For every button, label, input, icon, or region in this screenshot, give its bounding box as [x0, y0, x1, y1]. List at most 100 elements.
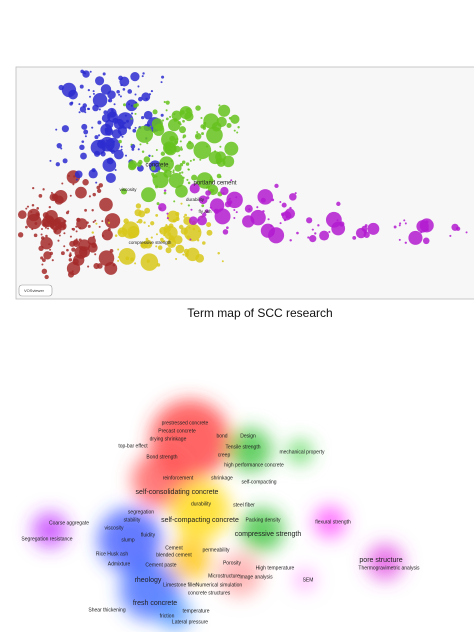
- term-node: [117, 248, 120, 251]
- term-node: [186, 178, 189, 181]
- density-label: top-bar effect: [118, 443, 148, 449]
- term-node: [107, 90, 116, 99]
- term-node: [107, 144, 110, 147]
- term-node: [134, 112, 137, 115]
- density-label: stability: [124, 517, 141, 523]
- term-node: [179, 126, 186, 134]
- term-node: [97, 263, 103, 269]
- term-node: [179, 140, 182, 143]
- term-node: [143, 239, 153, 249]
- term-node: [44, 274, 49, 280]
- term-node: [150, 221, 155, 226]
- term-node: [82, 70, 90, 78]
- term-node: [157, 170, 160, 173]
- term-node: [194, 133, 202, 140]
- term-node: [42, 188, 45, 191]
- term-node: [404, 241, 407, 244]
- term-node: [206, 222, 212, 228]
- term-node: [449, 234, 452, 237]
- term-node: [118, 247, 136, 265]
- term-node: [147, 225, 150, 228]
- term-node: [307, 236, 310, 239]
- term-node: [205, 186, 208, 189]
- term-node: [336, 201, 341, 207]
- density-label: drying shrinkage: [150, 436, 187, 442]
- term-node: [41, 268, 48, 274]
- term-node: [163, 100, 166, 104]
- term-node: [124, 114, 127, 117]
- term-node: [124, 154, 127, 157]
- density-label: reinforcement: [163, 475, 194, 481]
- term-node: [157, 245, 163, 250]
- term-node: [195, 105, 201, 111]
- term-node: [72, 227, 76, 231]
- term-node: [87, 224, 91, 228]
- term-node: [114, 234, 118, 237]
- term-node: [63, 232, 66, 235]
- term-node: [398, 224, 401, 227]
- term-node: [270, 224, 273, 227]
- term-node: [113, 140, 116, 143]
- term-node: [178, 154, 181, 157]
- term-map-labels: concrete portland cement fly ash viscosity c…: [119, 163, 236, 246]
- term-node: [281, 202, 287, 208]
- term-node: [182, 119, 185, 123]
- term-node: [67, 174, 70, 177]
- term-node: [70, 101, 74, 105]
- term-node: [33, 233, 38, 238]
- term-node: [416, 220, 429, 233]
- term-node: [339, 221, 345, 227]
- term-node: [155, 245, 158, 248]
- term-node: [78, 103, 81, 106]
- term-node: [268, 227, 285, 244]
- term-node: [69, 235, 72, 238]
- term-node: [55, 128, 58, 131]
- density-blob: [132, 452, 188, 508]
- term-node: [221, 260, 224, 263]
- term-node: [187, 181, 191, 185]
- term-node: [160, 151, 166, 156]
- term-node: [139, 143, 142, 146]
- density-blob: [98, 508, 162, 572]
- term-node: [116, 89, 120, 94]
- term-node: [289, 239, 292, 242]
- term-node: [201, 204, 205, 208]
- term-node: [355, 227, 367, 239]
- term-node: [100, 151, 106, 157]
- term-node: [160, 81, 163, 84]
- term-node: [82, 179, 89, 186]
- term-node: [55, 162, 60, 167]
- term-node: [92, 192, 96, 197]
- term-node: [55, 227, 58, 230]
- term-node: [25, 225, 28, 229]
- term-node: [237, 126, 240, 129]
- term-node: [117, 125, 128, 136]
- term-node: [209, 206, 212, 209]
- term-node: [189, 183, 200, 194]
- term-node: [66, 248, 69, 252]
- term-node: [163, 191, 167, 195]
- term-node: [26, 213, 42, 230]
- term-node: [170, 159, 173, 163]
- term-node: [130, 117, 133, 120]
- density-label: shrinkage: [211, 475, 233, 481]
- term-node: [107, 218, 110, 221]
- term-node: [283, 218, 287, 222]
- term-node: [151, 118, 163, 130]
- term-node: [226, 226, 229, 230]
- term-node: [102, 72, 106, 76]
- term-node: [168, 237, 171, 240]
- term-node: [328, 230, 331, 234]
- density-blob: [32, 512, 68, 548]
- term-node: [105, 139, 108, 142]
- density-label: concrete structures: [188, 590, 231, 596]
- term-node: [127, 89, 133, 94]
- term-node: [53, 216, 66, 229]
- term-node: [211, 121, 222, 132]
- term-node: [68, 89, 78, 100]
- term-node: [199, 158, 202, 161]
- term-node: [86, 107, 90, 110]
- term-node: [236, 131, 239, 134]
- term-node: [137, 148, 140, 151]
